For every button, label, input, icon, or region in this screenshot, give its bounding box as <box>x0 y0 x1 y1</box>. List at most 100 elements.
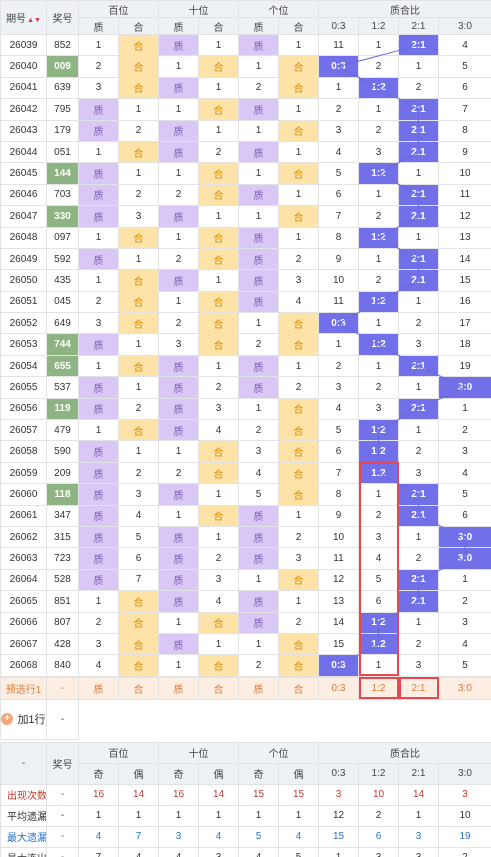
issue-cell: 26062 <box>0 525 47 549</box>
t-digit-cell: 合 <box>198 440 239 463</box>
ratio-cell: 6 <box>438 504 491 527</box>
predict-cell[interactable]: 质 <box>78 676 119 700</box>
t-digit-cell: 合 <box>198 312 239 335</box>
predict-cell[interactable]: 合 <box>118 676 159 700</box>
h-digit-cell: 质 <box>78 440 119 463</box>
ratio-cell: 6 <box>438 76 491 100</box>
t-digit-cell: 1 <box>158 504 199 527</box>
h-digit-cell: 3 <box>78 76 119 100</box>
ratio-cell: 2:1 <box>398 483 439 506</box>
predict-cell[interactable]: 质 <box>238 676 279 700</box>
t-digit-cell: 4 <box>198 419 239 442</box>
number-cell: 209 <box>46 461 79 485</box>
h-digit-cell: 合 <box>118 632 159 656</box>
predict-cell[interactable]: 质 <box>158 676 199 700</box>
stats-value: 3 <box>438 783 491 806</box>
issue-cell: 26059 <box>0 461 47 485</box>
h-digit-cell: 1 <box>78 33 119 57</box>
stats-value: 3 <box>318 783 359 806</box>
h-digit-cell: 1 <box>78 226 119 249</box>
number-cell: 537 <box>46 376 79 399</box>
add-row-button[interactable]: + 加1行 <box>1 711 46 727</box>
table-row: 26042 795 质 1 1 合质 1 2 1 2:1 7 <box>0 98 491 121</box>
h-digit-cell: 1 <box>78 419 119 442</box>
h-digit-cell: 合 <box>118 140 159 164</box>
stats-value: 1 <box>118 804 159 827</box>
ratio-cell: 6 <box>318 183 359 207</box>
o-digit-cell: 合 <box>278 483 319 506</box>
zhi-subheader: 质 <box>78 17 119 35</box>
issue-cell: 26056 <box>0 397 47 421</box>
odd-subheader: 奇 <box>238 762 279 785</box>
number-cell: 744 <box>46 333 79 356</box>
ratio-cell: 1 <box>358 483 399 506</box>
stats-value: 14 <box>198 783 239 806</box>
o-digit-cell: 3 <box>278 547 319 570</box>
stats-value: 4 <box>238 846 279 857</box>
t-digit-cell: 2 <box>158 183 199 207</box>
ratio-cell: 3 <box>358 140 399 164</box>
predict-cell[interactable]: - <box>46 676 79 700</box>
t-digit-cell: 1 <box>158 611 199 634</box>
table-row: 26050 435 1 合质 1 质 3 10 2 2:1 15 <box>0 269 491 292</box>
stats-value: 5 <box>238 825 279 848</box>
o-digit-cell: 合 <box>278 312 319 335</box>
t-digit-cell: 合 <box>198 611 239 634</box>
issue-cell: 26058 <box>0 440 47 463</box>
issue-cell: 26066 <box>0 611 47 634</box>
ratio-cell: 2 <box>398 440 439 463</box>
stats-label: 出现次数 <box>0 783 47 806</box>
ratio-cell: 8 <box>318 483 359 506</box>
ratio-cell: 8 <box>438 119 491 142</box>
ratio-cell: 2:1 <box>398 504 439 527</box>
t-digit-cell: 质 <box>158 397 199 421</box>
predict-cell[interactable]: 合 <box>278 676 319 700</box>
predict-cell[interactable]: 2:1 <box>398 676 439 700</box>
stats-value: 6 <box>358 825 399 848</box>
h-digit-cell: 质 <box>78 333 119 356</box>
table-row: 26039 852 1 合质 1 质 1 11 1 2:1 4 <box>0 33 491 57</box>
stats-number-header: 奖号 <box>46 741 79 785</box>
predict-cell[interactable]: 合 <box>198 676 239 700</box>
predict-cell[interactable]: 0:3 <box>318 676 359 700</box>
ratio-cell: 10 <box>318 525 359 549</box>
t-digit-cell: 合 <box>198 183 239 207</box>
h-digit-cell: 合 <box>118 590 159 613</box>
predict-cell[interactable]: 1:2 <box>358 676 399 700</box>
ratio-cell: 14 <box>318 611 359 634</box>
ratio-cell: 2 <box>358 504 399 527</box>
stats-value: 1 <box>198 804 239 827</box>
ratio-cell: 2 <box>358 269 399 292</box>
predict-cell[interactable]: 3:0 <box>438 676 491 700</box>
o-digit-cell: 合 <box>278 162 319 185</box>
t-digit-cell: 2 <box>198 376 239 399</box>
o-digit-cell: 质 <box>238 183 279 207</box>
o-digit-cell: 1 <box>278 140 319 164</box>
issue-cell: 26045 <box>0 162 47 185</box>
ratio-cell: 3 <box>318 376 359 399</box>
h-digit-cell: 质 <box>78 205 119 228</box>
t-digit-cell: 质 <box>158 376 199 399</box>
table-row: 26061 347 质 4 1 合质 1 9 2 2:1 6 <box>0 504 491 527</box>
h-digit-cell: 质 <box>78 461 119 485</box>
sort-icon[interactable]: ▲▼ <box>27 17 41 24</box>
stats-row: 出现次数 -16 14 16 14 15 15 3 10 14 3 <box>0 783 491 806</box>
o-digit-cell: 合 <box>278 76 319 100</box>
o-digit-cell: 质 <box>238 376 279 399</box>
issue-header[interactable]: 期号▲▼ <box>0 0 47 35</box>
stats-ratio-subheader: 3:0 <box>438 762 491 785</box>
ratio-cell: 1:2 <box>358 290 399 314</box>
table-row: 26053 744 质 1 3 合 2 合 1 1:2 3 18 <box>0 333 491 356</box>
h-digit-cell: 质 <box>78 397 119 421</box>
table-row: 26048 097 1 合 1 合质 1 8 1:2 1 13 <box>0 226 491 249</box>
ratio-cell: 2 <box>398 547 439 570</box>
predict-label: 预选行1 <box>0 676 47 700</box>
ratio-cell: 9 <box>318 247 359 271</box>
add-row-cell[interactable]: + 加1行 <box>0 698 47 740</box>
o-digit-cell: 1 <box>238 312 279 335</box>
ratio-cell: 12 <box>438 205 491 228</box>
stats-value: 4 <box>78 825 119 848</box>
ones-header: 个位 <box>238 0 319 18</box>
h-digit-cell: 1 <box>78 140 119 164</box>
issue-cell: 26041 <box>0 76 47 100</box>
